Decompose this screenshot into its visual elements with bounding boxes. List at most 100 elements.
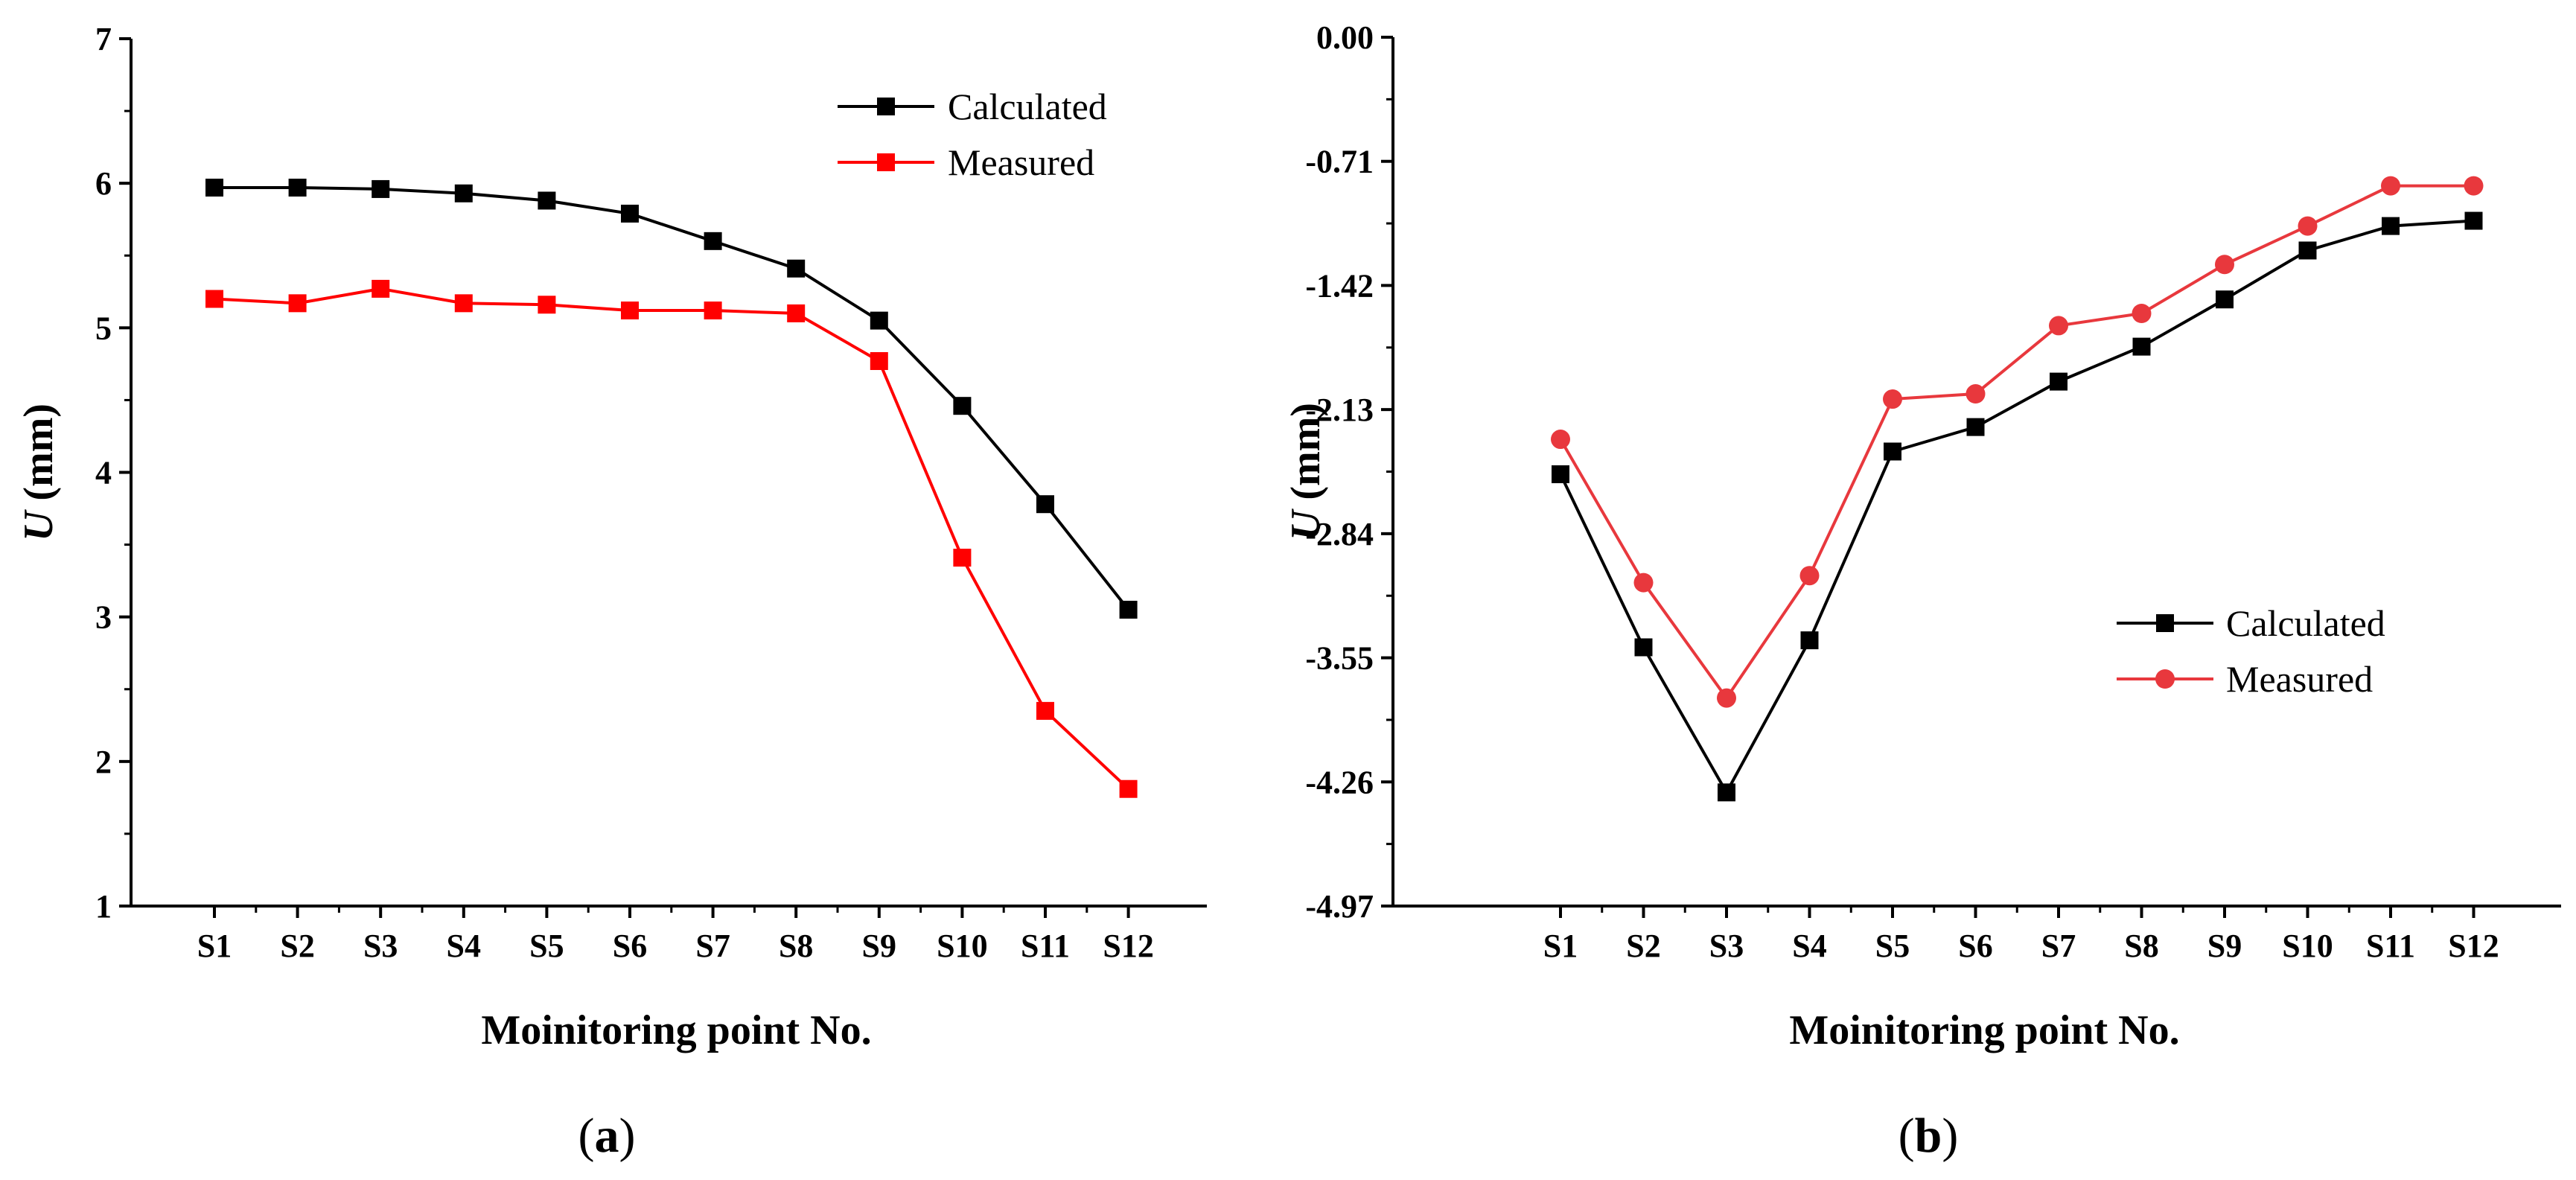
data-point-measured xyxy=(538,296,556,314)
x-axis-title: Moinitoring point No. xyxy=(1789,1007,2179,1053)
y-axis-unit: (mm) xyxy=(1283,403,1329,511)
y-axis-title: U (mm) xyxy=(16,404,62,541)
data-point-calculated xyxy=(953,397,972,415)
data-point-calculated xyxy=(2298,241,2317,260)
data-point-calculated xyxy=(454,184,473,202)
x-tick-label: S9 xyxy=(2207,928,2242,964)
x-tick-label: S12 xyxy=(2448,928,2499,964)
panel-label: (b) xyxy=(1898,1109,1959,1163)
data-point-measured xyxy=(1717,688,1736,708)
data-point-measured xyxy=(454,294,473,313)
data-point-calculated xyxy=(1634,638,1653,657)
x-tick-label: S3 xyxy=(363,928,398,964)
data-point-calculated xyxy=(621,204,639,223)
panel-label-close: ) xyxy=(1942,1109,1958,1163)
y-tick-label: 7 xyxy=(95,21,112,57)
y-tick-label: 0.00 xyxy=(1316,19,1374,56)
data-point-measured xyxy=(1799,566,1820,586)
data-point-measured xyxy=(1883,389,1902,409)
y-axis-variable: U xyxy=(1283,508,1329,540)
data-point-measured xyxy=(787,304,806,322)
y-tick-label: -3.55 xyxy=(1305,640,1374,677)
x-tick-label: S4 xyxy=(1792,928,1826,964)
x-tick-label: S2 xyxy=(1626,928,1660,964)
y-tick-label: -0.71 xyxy=(1305,144,1374,180)
data-point-measured xyxy=(704,302,722,320)
series-line-measured xyxy=(1559,184,2474,701)
x-tick-label: S8 xyxy=(779,928,813,964)
chart-panel-b: 0.00 -0.71 -1.42 -2.13 -2.84 -3.55 -4.26 -4.97 S… xyxy=(1283,19,2561,1163)
data-point-calculated xyxy=(1119,600,1138,619)
panel-label-close: ) xyxy=(619,1109,636,1163)
y-axis-unit: (mm) xyxy=(16,404,62,511)
y-tick-label: -4.97 xyxy=(1305,888,1374,925)
x-tick-label: S1 xyxy=(197,928,232,964)
data-point-measured xyxy=(1966,384,1986,404)
x-tick-label: S11 xyxy=(1021,928,1070,964)
data-point-calculated xyxy=(2216,290,2234,309)
data-point-measured xyxy=(372,279,390,298)
legend-label: Measured xyxy=(948,141,1094,183)
x-tick-label: S5 xyxy=(529,928,564,964)
data-point-calculated xyxy=(2464,211,2483,230)
data-point-measured xyxy=(870,351,888,370)
x-tick-label: S10 xyxy=(937,928,987,964)
data-point-calculated xyxy=(1966,418,1985,436)
x-tick-label: S4 xyxy=(447,928,481,964)
data-point-calculated xyxy=(787,259,806,278)
data-point-measured xyxy=(2215,255,2234,275)
data-point-measured xyxy=(1551,430,1570,450)
x-tick-label: S12 xyxy=(1103,928,1153,964)
x-tick-label: S6 xyxy=(1958,928,1992,964)
series-line-measured xyxy=(214,287,1129,791)
data-point-measured xyxy=(288,294,307,313)
data-point-measured xyxy=(953,549,972,567)
series-line-calculated xyxy=(1559,219,2474,796)
x-tick-label: S1 xyxy=(1543,928,1578,964)
legend-label: Calculated xyxy=(2226,602,2385,644)
data-point-measured xyxy=(1633,573,1654,593)
series-line-calculated xyxy=(214,185,1130,611)
data-point-measured xyxy=(621,302,639,320)
x-tick-label: S10 xyxy=(2282,928,2333,964)
y-tick-label: -2.13 xyxy=(1305,392,1374,428)
data-point-measured xyxy=(2132,303,2152,323)
y-tick-label: 3 xyxy=(95,599,112,636)
x-tick-label: S2 xyxy=(280,928,314,964)
data-point-calculated xyxy=(2382,217,2400,235)
y-tick-label: -4.26 xyxy=(1305,764,1374,800)
legend-marker xyxy=(2156,614,2174,632)
panel-label-letter: b xyxy=(1915,1109,1942,1163)
panel-label-open: ( xyxy=(1898,1109,1915,1163)
x-axis-title: Moinitoring point No. xyxy=(481,1007,871,1053)
data-point-calculated xyxy=(870,311,888,330)
x-tick-label: S7 xyxy=(695,928,730,964)
data-point-measured xyxy=(2464,176,2484,196)
data-point-calculated xyxy=(704,232,722,250)
data-point-calculated xyxy=(1552,465,1569,484)
y-tick-label: 5 xyxy=(95,310,112,346)
data-point-calculated xyxy=(205,178,223,197)
legend-marker xyxy=(877,98,895,115)
x-tick-label: S3 xyxy=(1709,928,1744,964)
data-point-measured xyxy=(2381,176,2400,196)
legend-label: Calculated xyxy=(948,86,1107,127)
data-point-calculated xyxy=(1800,631,1819,650)
x-tick-label: S5 xyxy=(1875,928,1910,964)
x-tick-label: S6 xyxy=(613,928,647,964)
data-point-calculated xyxy=(1718,783,1735,802)
y-axis-variable: U xyxy=(16,509,62,541)
legend-marker xyxy=(877,153,895,171)
data-point-calculated xyxy=(1036,495,1054,514)
panel-label-letter: a xyxy=(595,1109,619,1163)
x-tick-label: S7 xyxy=(2041,928,2076,964)
x-tick-label: S11 xyxy=(2366,928,2415,964)
data-point-calculated xyxy=(372,179,390,198)
y-axis-title: U (mm) xyxy=(1283,403,1329,540)
data-point-calculated xyxy=(538,191,556,210)
data-point-measured xyxy=(2049,316,2068,336)
y-tick-label: 6 xyxy=(95,165,112,202)
data-point-measured xyxy=(1119,779,1138,798)
data-point-calculated xyxy=(2050,372,2068,391)
